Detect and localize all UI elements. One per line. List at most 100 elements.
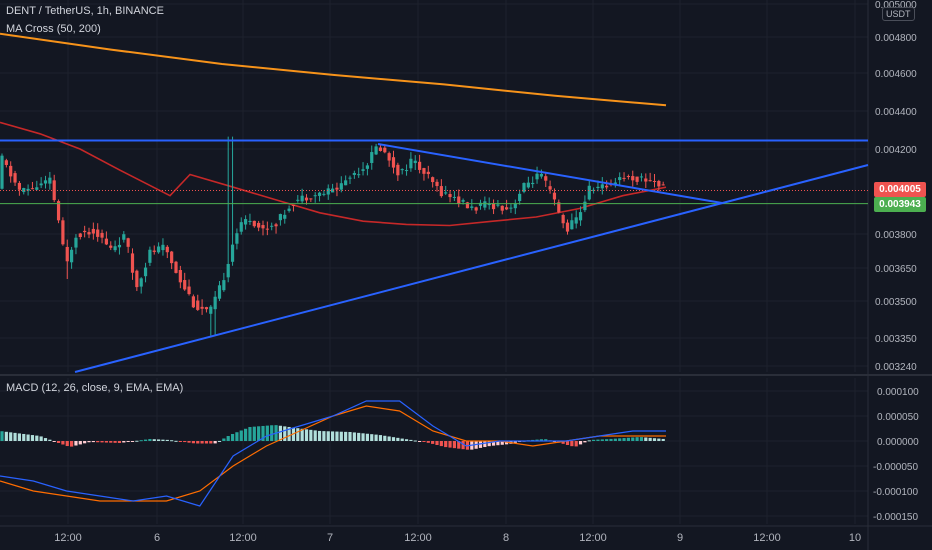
macd-histogram-bar [452, 441, 456, 449]
macd-histogram-bar [487, 441, 491, 447]
candle-body [104, 238, 108, 245]
macd-histogram-bar [100, 441, 104, 443]
macd-histogram-bar [213, 441, 217, 444]
macd-histogram-bar [418, 441, 422, 442]
macd-histogram-bar [657, 438, 661, 441]
candle-body [56, 201, 61, 221]
macd-histogram-bar [661, 438, 665, 441]
candle-body [126, 238, 130, 247]
macd-histogram-bar [61, 441, 65, 445]
candle-body [622, 177, 626, 179]
candle-body [65, 246, 69, 262]
candle-body [583, 201, 587, 211]
candle-body [565, 222, 570, 232]
macd-histogram-bar [104, 441, 108, 443]
macd-line [0, 400, 666, 507]
candle-body [100, 232, 104, 238]
time-tick-label: 10 [849, 532, 861, 544]
macd-histogram-bar [652, 438, 657, 441]
candle-body [17, 182, 21, 190]
candle-body [635, 176, 639, 182]
ma-cross-legend[interactable]: MA Cross (50, 200) [6, 23, 101, 35]
candle-body [61, 220, 65, 245]
macd-histogram-bar [639, 437, 644, 441]
macd-histogram-bar [535, 439, 539, 441]
candle-body [265, 228, 269, 230]
candle-body [135, 270, 139, 288]
macd-histogram-bar [96, 441, 100, 443]
candle-body [26, 188, 30, 191]
macd-histogram-bar [217, 440, 222, 442]
candle-body [587, 185, 591, 200]
candle-body [91, 228, 95, 234]
candle-body [448, 194, 452, 198]
macd-histogram-bar [370, 434, 374, 441]
macd-legend[interactable]: MACD (12, 26, close, 9, EMA, EMA) [6, 382, 184, 394]
price-pane[interactable] [0, 32, 869, 373]
macd-histogram-bar [265, 425, 269, 441]
candle-body [422, 168, 426, 174]
macd-histogram-bar [209, 441, 213, 444]
price-tick-label: 0.003800 [875, 230, 917, 241]
time-tick-label: 12:00 [579, 532, 607, 544]
candle-body [470, 206, 474, 208]
candle-body [644, 178, 648, 182]
macd-histogram-bar [91, 441, 95, 443]
candle-body [43, 180, 48, 184]
macd-pane[interactable] [0, 400, 666, 507]
macd-histogram-bar [239, 430, 243, 441]
macd-histogram-bar [157, 439, 161, 441]
candle-body [174, 261, 178, 273]
macd-histogram-bar [287, 426, 291, 441]
macd-histogram-bar [139, 440, 143, 442]
currency-unit-button[interactable]: USDT [882, 7, 915, 21]
candle-body [230, 244, 235, 262]
candle-body [252, 220, 256, 227]
candle-body [222, 280, 226, 291]
candle-body [326, 188, 330, 195]
macd-histogram-bar [4, 431, 8, 441]
macd-histogram-bar [578, 441, 583, 445]
macd-histogram-bar [391, 437, 396, 441]
price-tick-label: 0.004400 [875, 107, 917, 118]
macd-histogram-bar [35, 435, 39, 441]
macd-histogram-bar [52, 441, 56, 442]
macd-histogram-bar [39, 436, 43, 441]
candle-body [165, 246, 169, 253]
candle-body [596, 186, 600, 189]
macd-histogram-bar [117, 441, 122, 443]
candle-body [39, 183, 43, 186]
macd-histogram-bar [278, 425, 282, 441]
macd-histogram-bar [409, 439, 413, 441]
candle-body [352, 172, 356, 175]
candle-body [483, 201, 487, 208]
candle-body [418, 161, 422, 170]
macd-histogram-bar [561, 441, 565, 444]
macd-histogram-bar [644, 437, 648, 441]
trendlines[interactable] [0, 139, 869, 373]
macd-histogram-bar [261, 425, 265, 441]
candle-body [187, 286, 191, 295]
macd-histogram-bar [248, 427, 252, 441]
macd-histogram-bar [344, 431, 348, 441]
macd-histogram-bar [331, 431, 335, 441]
macd-histogram-bar [270, 425, 274, 441]
candle-body [357, 174, 361, 176]
macd-histogram-bar [322, 431, 326, 441]
candle-body [444, 192, 448, 194]
candle-body [539, 173, 543, 177]
time-tick-label: 7 [327, 532, 333, 544]
time-tick-label: 6 [154, 532, 160, 544]
candle-body [374, 146, 378, 155]
macd-histogram-bar [648, 437, 652, 441]
candle-body [535, 173, 539, 180]
macd-histogram-bar [513, 441, 517, 443]
macd-histogram-bar [431, 441, 435, 444]
candle-body [613, 182, 617, 185]
macd-histogram-bar [296, 428, 300, 441]
macd-histogram-bar [178, 441, 182, 442]
macd-histogram-bar [87, 441, 91, 443]
macd-histogram-bar [396, 437, 400, 441]
ma200-curve [0, 32, 667, 107]
